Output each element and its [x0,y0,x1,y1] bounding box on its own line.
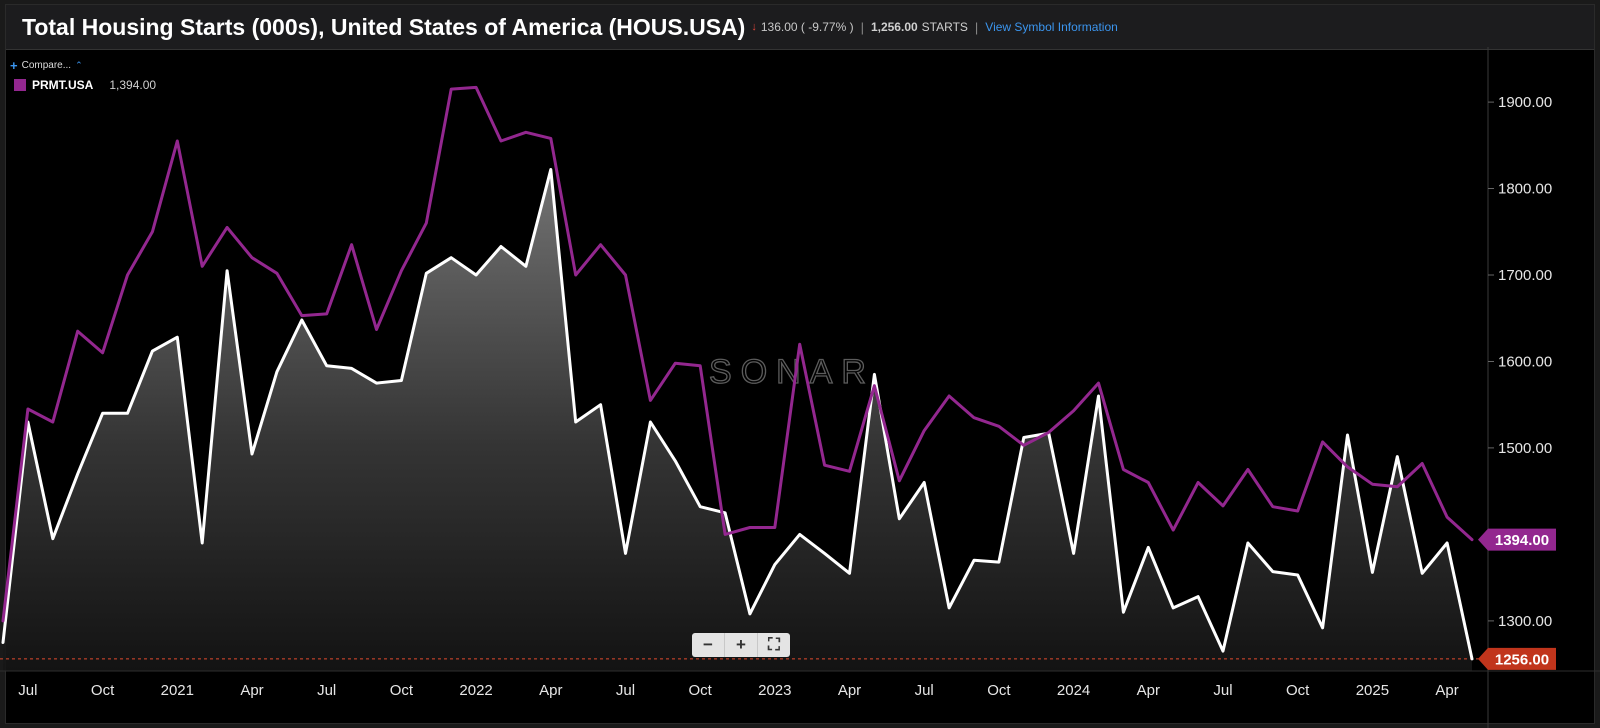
chevron-up-icon: ⌃ [75,60,83,70]
x-tick-label: Apr [240,682,263,699]
sonar-watermark: SONAR [709,353,875,391]
y-tick-label: 1800.00 [1498,181,1552,198]
tag-label: 1394.00 [1495,532,1549,549]
header-separator: | [974,19,979,35]
last-value-tags: 1394.00 1256.00 [1478,528,1556,670]
x-tick-label: 2021 [161,682,194,699]
header-separator: | [860,19,864,35]
x-tick-label: Oct [689,682,713,699]
x-tick-label: Jul [616,682,635,699]
y-tick-label: 1500.00 [1498,440,1552,457]
x-tick-label: 2022 [459,682,492,699]
prmt-last-value-tag: 1394.00 [1478,528,1556,551]
x-tick-label: Oct [987,682,1011,699]
legend: PRMT.USA 1,394.00 [14,78,156,92]
x-tick-label: 2023 [758,682,791,699]
plot-area [0,169,1488,671]
view-symbol-info-link[interactable]: View Symbol Information [985,20,1118,34]
y-tick-label: 1600.00 [1498,354,1552,371]
x-tick-label: Oct [390,682,414,699]
current-value: 1,256.00 [870,20,918,34]
x-tick-label: Jul [18,682,37,699]
series-line-hous-usa[interactable] [1,168,1474,661]
zoom-in-button[interactable]: + [725,633,758,657]
zoom-controls: − + ⛶ [692,633,790,657]
legend-swatch [14,79,26,91]
plus-icon: + [10,58,18,73]
compare-label: Compare... [21,60,72,71]
series-area-hous-usa [3,169,1472,671]
x-axis: Jul Oct 2021 Apr Jul Oct 2022 Apr Jul Oct 2023 Apr J… [18,682,1458,699]
compare-button[interactable]: + Compare... ⌃ [10,58,83,73]
x-tick-label: Apr [1137,682,1160,699]
series-line-prmt-usa[interactable] [1,85,1474,623]
chart-canvas[interactable]: SONAR 1300.001400.001500.001600.001700.0… [0,45,1600,728]
x-tick-label: Oct [91,682,115,699]
y-axis: 1300.001400.001500.001600.001700.001800.… [1488,94,1552,630]
zoom-out-button[interactable]: − [692,633,725,657]
x-tick-label: Oct [1286,682,1310,699]
down-arrow-icon: ↓ [751,21,757,33]
legend-series-value: 1,394.00 [109,78,157,92]
x-tick-label: Apr [838,682,861,699]
y-tick-label: 1900.00 [1498,94,1552,111]
tag-background [1478,647,1556,670]
y-tick-label: 1700.00 [1498,267,1552,284]
fullscreen-button[interactable]: ⛶ [768,635,780,654]
hous-last-value-tag: 1256.00 [1478,647,1556,670]
legend-series-name[interactable]: PRMT.USA [32,78,94,92]
x-tick-label: 2025 [1356,682,1389,699]
x-tick-label: 2024 [1057,682,1090,699]
series-layer [1,85,1474,661]
x-tick-label: Jul [317,682,336,699]
chart-header: Total Housing Starts (000s), United Stat… [6,5,1594,50]
y-tick-label: 1300.00 [1498,613,1552,630]
tag-background [1478,528,1556,551]
tag-label: 1256.00 [1495,651,1549,668]
value-unit: STARTS [921,20,968,34]
chart-title: Total Housing Starts (000s), United Stat… [22,13,746,40]
x-tick-label: Apr [1435,682,1458,699]
change-value: 136.00 ( -9.77% ) [760,20,854,34]
x-tick-label: Apr [539,682,562,699]
x-tick-label: Jul [915,682,934,699]
x-tick-label: Jul [1213,682,1232,699]
